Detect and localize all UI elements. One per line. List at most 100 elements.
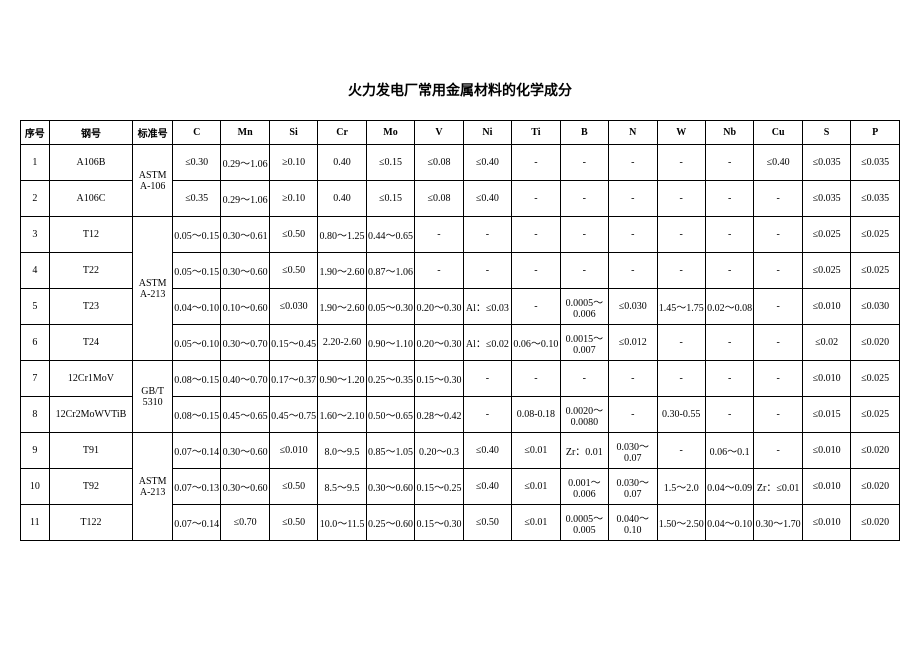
data-cell: 0.05～0.15 <box>172 217 220 253</box>
data-cell: - <box>609 253 657 289</box>
data-cell: ≥0.10 <box>269 145 317 181</box>
data-cell: 0.0020～0.0080 <box>560 397 608 433</box>
data-cell: - <box>705 397 753 433</box>
data-cell: ≤0.010 <box>269 433 317 469</box>
data-cell: 0.07～0.14 <box>172 505 220 541</box>
data-cell: ≤0.40 <box>463 145 511 181</box>
data-cell: ≥0.10 <box>269 181 317 217</box>
data-cell: - <box>609 397 657 433</box>
data-cell: - <box>657 433 705 469</box>
data-cell: - <box>657 217 705 253</box>
data-cell: - <box>463 217 511 253</box>
data-cell: 0.15～0.30 <box>415 361 463 397</box>
data-cell: 0.001～0.006 <box>560 469 608 505</box>
data-cell: 1.90～2.60 <box>318 289 366 325</box>
data-cell: 0.40～0.70 <box>221 361 269 397</box>
data-cell: - <box>754 181 802 217</box>
data-cell: 0.08～0.15 <box>172 397 220 433</box>
data-cell: 0.20～0.30 <box>415 325 463 361</box>
steel-cell: T122 <box>49 505 133 541</box>
data-cell: 0.0005～0.006 <box>560 289 608 325</box>
data-cell: - <box>705 361 753 397</box>
page-title: 火力发电厂常用金属材料的化学成分 <box>20 80 900 100</box>
data-cell: 0.20～0.30 <box>415 289 463 325</box>
data-cell: 0.40 <box>318 145 366 181</box>
steel-cell: 12Cr2MoWVTiB <box>49 397 133 433</box>
data-cell: ≤0.025 <box>802 253 850 289</box>
data-cell: - <box>705 145 753 181</box>
data-cell: - <box>754 361 802 397</box>
header-cell: 标准号 <box>133 121 173 145</box>
data-cell: ≤0.015 <box>802 397 850 433</box>
data-cell: - <box>705 253 753 289</box>
header-cell: 序号 <box>21 121 50 145</box>
header-cell: Mo <box>366 121 414 145</box>
data-cell: 1.5～2.0 <box>657 469 705 505</box>
data-cell: - <box>512 361 560 397</box>
data-cell: - <box>560 145 608 181</box>
data-cell: 0.30～0.61 <box>221 217 269 253</box>
data-cell: ≤0.025 <box>851 217 900 253</box>
data-cell: - <box>754 325 802 361</box>
steel-cell: T22 <box>49 253 133 289</box>
header-cell: Mn <box>221 121 269 145</box>
data-cell: ≤0.030 <box>609 289 657 325</box>
data-cell: ≤0.020 <box>851 469 900 505</box>
data-cell: 0.10～0.60 <box>221 289 269 325</box>
data-cell: 0.80～1.25 <box>318 217 366 253</box>
data-cell: 0.15～0.45 <box>269 325 317 361</box>
data-cell: 0.30-0.55 <box>657 397 705 433</box>
data-cell: ≤0.035 <box>802 181 850 217</box>
data-cell: 0.0015～0.007 <box>560 325 608 361</box>
data-cell: - <box>657 325 705 361</box>
data-cell: 0.30～0.60 <box>366 469 414 505</box>
header-cell: W <box>657 121 705 145</box>
data-cell: 0.44～0.65 <box>366 217 414 253</box>
seq-cell: 7 <box>21 361 50 397</box>
steel-cell: T24 <box>49 325 133 361</box>
data-cell: ≤0.40 <box>754 145 802 181</box>
data-cell: 0.40 <box>318 181 366 217</box>
data-cell: - <box>560 181 608 217</box>
table-row: 712Cr1MoVGB/T 53100.08～0.150.40～0.700.17… <box>21 361 900 397</box>
data-cell: 0.08～0.15 <box>172 361 220 397</box>
seq-cell: 6 <box>21 325 50 361</box>
data-cell: ≤0.70 <box>221 505 269 541</box>
data-cell: - <box>463 253 511 289</box>
data-cell: ≤0.50 <box>269 469 317 505</box>
data-cell: 0.07～0.14 <box>172 433 220 469</box>
data-cell: ≤0.010 <box>802 469 850 505</box>
steel-cell: A106C <box>49 181 133 217</box>
data-cell: - <box>754 253 802 289</box>
steel-cell: T12 <box>49 217 133 253</box>
data-cell: ≤0.01 <box>512 469 560 505</box>
data-cell: 0.06～0.10 <box>512 325 560 361</box>
data-cell: ≤0.020 <box>851 325 900 361</box>
data-cell: 0.040～0.10 <box>609 505 657 541</box>
data-cell: 0.25～0.60 <box>366 505 414 541</box>
steel-cell: A106B <box>49 145 133 181</box>
data-cell: - <box>463 361 511 397</box>
header-cell: Nb <box>705 121 753 145</box>
data-cell: ≤0.012 <box>609 325 657 361</box>
data-cell: ≤0.020 <box>851 505 900 541</box>
data-cell: 0.25～0.35 <box>366 361 414 397</box>
seq-cell: 10 <box>21 469 50 505</box>
data-cell: - <box>512 217 560 253</box>
header-cell: C <box>172 121 220 145</box>
data-cell: 0.17～0.37 <box>269 361 317 397</box>
data-cell: 0.05～0.10 <box>172 325 220 361</box>
seq-cell: 9 <box>21 433 50 469</box>
data-cell: ≤0.08 <box>415 181 463 217</box>
table-row: 3T12ASTM A-2130.05～0.150.30～0.61≤0.500.8… <box>21 217 900 253</box>
steel-cell: 12Cr1MoV <box>49 361 133 397</box>
header-cell: P <box>851 121 900 145</box>
data-cell: - <box>705 217 753 253</box>
data-cell: 2.20-2.60 <box>318 325 366 361</box>
data-cell: - <box>560 361 608 397</box>
data-cell: 0.02～0.08 <box>705 289 753 325</box>
data-cell: 0.15～0.25 <box>415 469 463 505</box>
std-cell: GB/T 5310 <box>133 361 173 433</box>
data-cell: - <box>705 325 753 361</box>
data-cell: - <box>415 217 463 253</box>
